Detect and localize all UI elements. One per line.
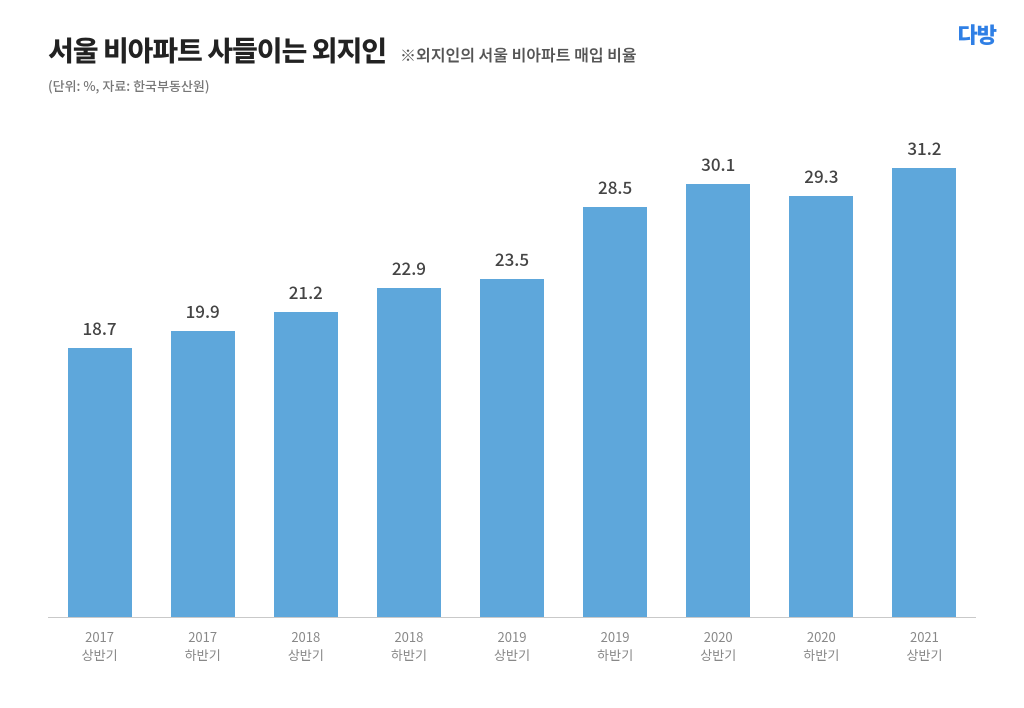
x-axis: 2017상반기2017하반기2018상반기2018하반기2019상반기2019하… (48, 628, 976, 663)
plot-area: 18.7 19.9 21.2 22.9 23.5 28.5 30.1 29.3 31.2 (48, 128, 976, 618)
bar (892, 168, 956, 617)
bar-slot: 29.3 (770, 128, 873, 617)
x-tick-label: 2017상반기 (48, 628, 151, 663)
bar-slot: 22.9 (357, 128, 460, 617)
x-tick-label: 2019상반기 (460, 628, 563, 663)
bar-value-label: 19.9 (186, 298, 220, 323)
page-subtitle: ※외지인의 서울 비아파트 매입 비율 (400, 42, 637, 66)
bar-value-label: 22.9 (392, 255, 426, 280)
title-row: 서울 비아파트 사들이는 외지인 ※외지인의 서울 비아파트 매입 비율 (48, 30, 637, 70)
x-tick-label: 2021상반기 (873, 628, 976, 663)
x-tick-label: 2020상반기 (667, 628, 770, 663)
unit-note: (단위: %, 자료: 한국부동산원) (48, 76, 637, 95)
x-tick-label: 2018하반기 (357, 628, 460, 663)
bar-slot: 30.1 (667, 128, 770, 617)
bar-value-label: 28.5 (598, 174, 632, 199)
bar-value-label: 23.5 (495, 246, 529, 271)
bar-slot: 19.9 (151, 128, 254, 617)
bar-slot: 21.2 (254, 128, 357, 617)
page-title: 서울 비아파트 사들이는 외지인 (48, 30, 386, 70)
bar (583, 207, 647, 617)
x-tick-label: 2020하반기 (770, 628, 873, 663)
bar-value-label: 29.3 (804, 163, 838, 188)
bar-value-label: 31.2 (907, 135, 941, 160)
brand-logo: 다방 (958, 18, 996, 50)
bar-slot: 18.7 (48, 128, 151, 617)
bar-slot: 28.5 (564, 128, 667, 617)
bar (274, 312, 338, 617)
bar-chart: 18.7 19.9 21.2 22.9 23.5 28.5 30.1 29.3 31.2 201… (48, 128, 976, 668)
bar-slot: 23.5 (460, 128, 563, 617)
bar-slot: 31.2 (873, 128, 976, 617)
bar (789, 196, 853, 617)
bar (686, 184, 750, 617)
bar (377, 288, 441, 617)
bar (171, 331, 235, 617)
x-tick-label: 2019하반기 (564, 628, 667, 663)
bars-container: 18.7 19.9 21.2 22.9 23.5 28.5 30.1 29.3 31.2 (48, 128, 976, 617)
bar-value-label: 18.7 (82, 315, 116, 340)
x-tick-label: 2018상반기 (254, 628, 357, 663)
bar-value-label: 30.1 (701, 151, 735, 176)
bar (68, 348, 132, 617)
chart-header: 서울 비아파트 사들이는 외지인 ※외지인의 서울 비아파트 매입 비율 (단위… (48, 30, 637, 95)
x-tick-label: 2017하반기 (151, 628, 254, 663)
bar-value-label: 21.2 (289, 279, 323, 304)
bar (480, 279, 544, 617)
